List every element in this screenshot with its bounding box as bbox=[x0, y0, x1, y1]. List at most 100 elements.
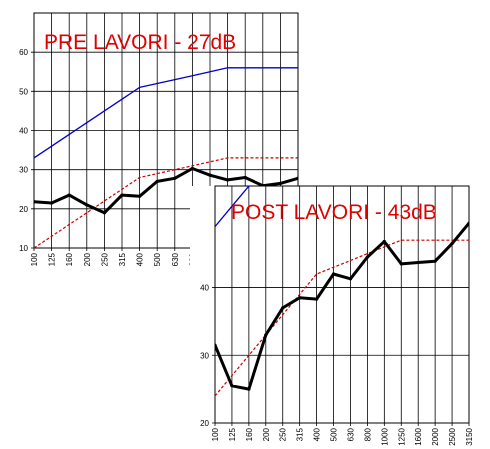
post-reference-point bbox=[451, 70, 452, 71]
post-shifted-reference-point bbox=[332, 266, 335, 268]
post-shifted-reference-point bbox=[231, 375, 233, 377]
post-measured-point bbox=[315, 297, 319, 301]
pre-reference-point bbox=[139, 86, 141, 89]
post-measured-point bbox=[281, 306, 285, 310]
pre-measured-point bbox=[226, 178, 230, 182]
post-measured-point bbox=[382, 239, 386, 244]
post-reference-point bbox=[418, 70, 419, 71]
post-y-tick-label: 30 bbox=[200, 351, 209, 360]
pre-measured-point bbox=[243, 175, 247, 180]
pre-chart-title: PRE LAVORI - 27dB bbox=[44, 31, 236, 54]
post-measured-line bbox=[215, 222, 469, 391]
pre-shifted-reference-point bbox=[121, 188, 123, 190]
pre-measured-point bbox=[50, 201, 54, 205]
post-x-tick-label: 125 bbox=[228, 427, 237, 441]
pre-shifted-reference-point bbox=[297, 157, 298, 159]
pre-shifted-reference-point bbox=[139, 176, 141, 179]
post-measured-point bbox=[215, 343, 217, 347]
pre-x-tick-label: 250 bbox=[100, 252, 109, 266]
post-x-tick-label: 1250 bbox=[397, 427, 406, 445]
post-measured-point bbox=[467, 221, 469, 225]
pre-y-tick-label: 60 bbox=[19, 48, 28, 57]
pre-shifted-reference-point bbox=[209, 161, 211, 163]
pre-x-tick-label: 400 bbox=[136, 252, 145, 266]
post-measured-point bbox=[365, 255, 369, 259]
post-x-tick-label: 250 bbox=[279, 427, 288, 441]
pre-x-tick-label: 200 bbox=[83, 252, 92, 266]
post-measured-point bbox=[230, 384, 234, 388]
pre-reference-point bbox=[34, 157, 35, 159]
post-measured-point bbox=[348, 277, 353, 281]
post-shifted-reference-point bbox=[434, 239, 436, 241]
post-reference-point bbox=[282, 145, 283, 146]
post-reference-point bbox=[401, 70, 402, 71]
pre-reference-point bbox=[191, 75, 193, 77]
post-measured-point bbox=[416, 260, 420, 265]
post-shifted-reference-point bbox=[417, 239, 419, 241]
post-measured-point bbox=[331, 272, 336, 276]
post-measured-point bbox=[264, 333, 268, 337]
post-shifted-reference-point bbox=[451, 239, 453, 241]
post-x-tick-label: 400 bbox=[313, 427, 322, 441]
pre-measured-point bbox=[138, 194, 142, 198]
pre-x-tick-label: 500 bbox=[153, 252, 162, 266]
pre-measured-point bbox=[173, 176, 177, 180]
pre-reference-point bbox=[279, 67, 281, 69]
pre-y-tick-label: 10 bbox=[19, 244, 28, 253]
post-x-tick-label: 2000 bbox=[431, 427, 440, 445]
post-reference-point bbox=[316, 104, 317, 105]
pre-shifted-reference-point bbox=[156, 172, 158, 175]
pre-reference-point bbox=[244, 67, 246, 69]
post-reference-point bbox=[367, 84, 368, 85]
pre-x-tick-label: 315 bbox=[118, 252, 127, 266]
post-x-tick-label: 200 bbox=[262, 427, 271, 441]
pre-measured-point bbox=[120, 193, 124, 197]
post-reference-point bbox=[468, 70, 469, 71]
post-measured-point bbox=[433, 259, 437, 263]
pre-measured-point bbox=[296, 176, 298, 180]
pre-shifted-reference-point bbox=[227, 157, 229, 159]
pre-measured-point bbox=[208, 173, 212, 177]
pre-shifted-reference-point bbox=[262, 157, 264, 159]
post-reference-point bbox=[299, 124, 300, 125]
post-series-group bbox=[215, 70, 469, 397]
post-measured-point bbox=[450, 241, 454, 246]
pre-reference-point bbox=[86, 122, 88, 124]
post-x-tick-label: 630 bbox=[346, 427, 355, 441]
pre-reference-point bbox=[209, 71, 211, 73]
pre-shifted-reference-point bbox=[279, 157, 281, 159]
pre-shifted-reference-point bbox=[244, 157, 246, 159]
post-plot-frame bbox=[214, 185, 470, 424]
post-x-tick-label: 2500 bbox=[448, 427, 457, 445]
pre-reference-point bbox=[103, 110, 105, 112]
post-measured-point bbox=[399, 262, 403, 266]
post-x-tick-label: 800 bbox=[363, 427, 372, 441]
post-x-tick-label: 160 bbox=[245, 427, 254, 441]
post-x-tick-label: 100 bbox=[211, 427, 220, 441]
post-x-tick-label: 1000 bbox=[380, 427, 389, 445]
post-shifted-reference-point bbox=[383, 246, 385, 248]
pre-shifted-reference-line bbox=[34, 157, 298, 248]
pre-x-tick-label: 160 bbox=[65, 252, 74, 266]
post-shifted-reference-point bbox=[299, 293, 301, 295]
pre-measured-point bbox=[155, 179, 159, 184]
post-chart: 100 125 160 200 250 315 400 500 630 800 1000 1250 16… bbox=[190, 70, 489, 449]
post-shifted-reference-point bbox=[349, 259, 352, 262]
pre-shifted-reference-point bbox=[68, 223, 70, 226]
post-measured-point bbox=[298, 296, 302, 300]
pre-y-tick-label: 50 bbox=[19, 87, 28, 96]
post-shifted-reference-line bbox=[215, 239, 469, 397]
pre-shifted-reference-point bbox=[191, 165, 193, 167]
pre-shifted-reference-point bbox=[174, 169, 176, 171]
pre-reference-point bbox=[156, 82, 158, 85]
post-measured-point bbox=[247, 387, 251, 391]
pre-measured-point bbox=[278, 181, 282, 185]
post-reference-point bbox=[231, 205, 233, 207]
post-reference-point bbox=[350, 91, 351, 92]
post-reference-point bbox=[384, 77, 385, 78]
post-x-tick-label: 315 bbox=[296, 427, 305, 441]
post-reference-point bbox=[215, 226, 216, 228]
pre-shifted-reference-point bbox=[51, 235, 53, 237]
pre-y-tick-label: 30 bbox=[19, 166, 28, 175]
